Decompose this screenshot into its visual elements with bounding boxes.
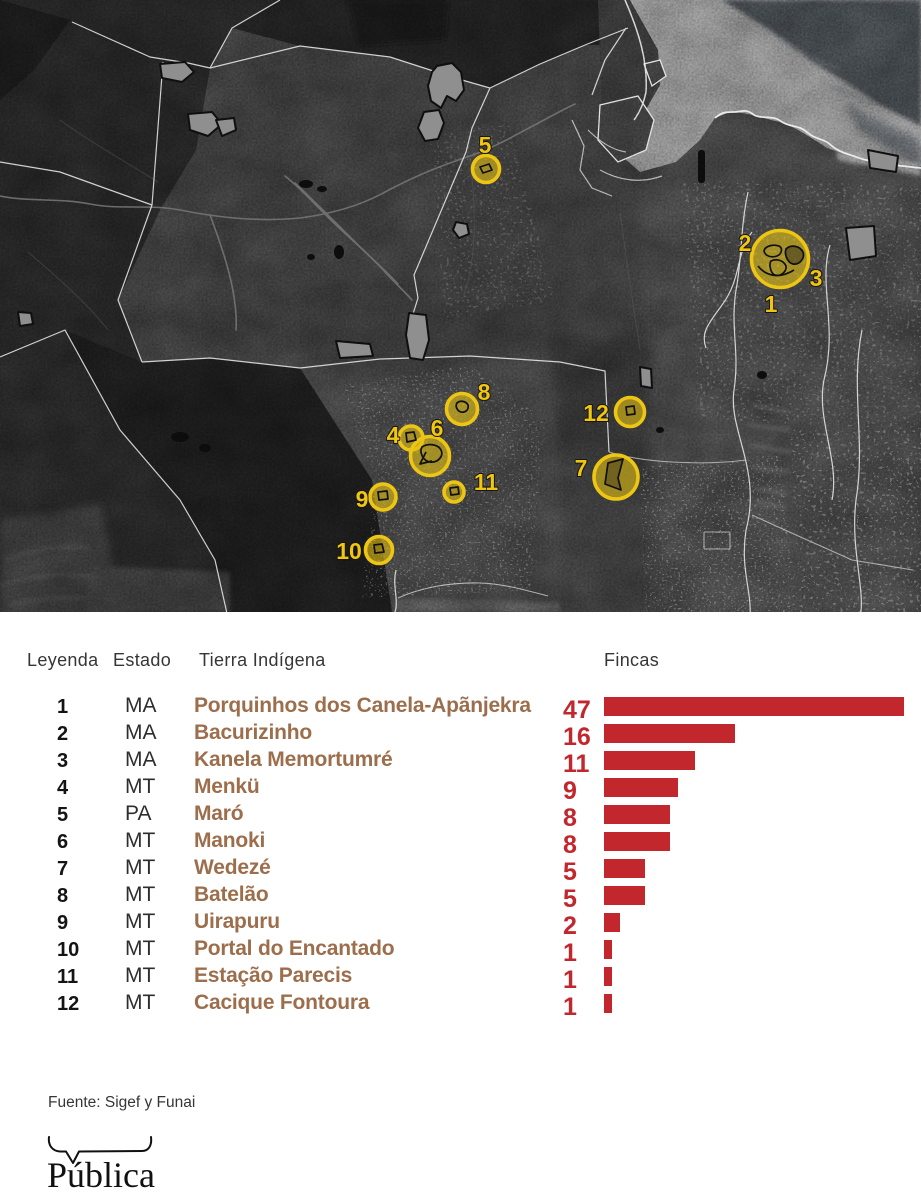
svg-text:9: 9 [356, 486, 369, 512]
svg-text:7: 7 [575, 455, 588, 481]
svg-text:11: 11 [474, 469, 499, 495]
svg-text:4: 4 [387, 422, 400, 448]
svg-text:12: 12 [583, 400, 609, 426]
svg-text:2: 2 [739, 230, 752, 256]
svg-text:1: 1 [765, 291, 778, 317]
svg-text:5: 5 [479, 132, 492, 158]
svg-text:3: 3 [810, 265, 823, 291]
svg-text:6: 6 [431, 415, 444, 441]
svg-text:Pública: Pública [47, 1155, 155, 1195]
svg-text:8: 8 [478, 379, 491, 405]
svg-text:10: 10 [336, 538, 362, 564]
